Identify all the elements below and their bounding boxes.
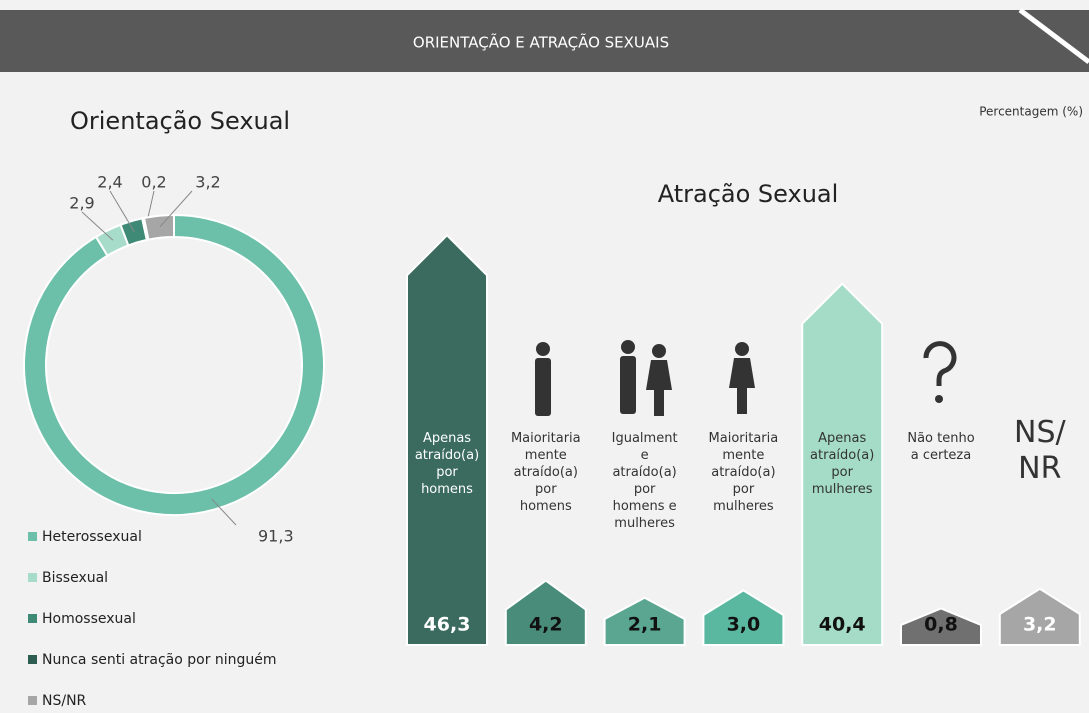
pie-title: Orientação Sexual [70,107,290,135]
arrow-bar [702,589,785,646]
arrow-bar [603,596,686,646]
unit-note: Percentagem (%) [979,105,1083,119]
category-label: Maioritariamente atraído(a) por homens [510,431,581,514]
data-label: 0,2 [141,173,166,192]
value-label: 3,0 [727,614,761,636]
value-label: 3,2 [1023,614,1057,636]
legend-label: NS/NR [42,693,87,709]
legend-label: Heterossexual [42,529,142,545]
category-label: Igualmente atraído(a) por homens e mulhe… [611,431,678,531]
arrow-bar [900,607,982,646]
value-label: 0,8 [924,614,958,636]
legend-label: Homossexual [42,611,136,627]
legend-swatch [28,573,37,582]
data-label: 2,4 [97,173,122,192]
bar-title: Atração Sexual [658,180,839,208]
legend-label: Nunca senti atração por ninguém [42,652,277,668]
donut-slice [23,213,325,516]
header-bar [0,10,1089,72]
legend-swatch [28,614,37,623]
category-label: NS/NR [1014,415,1066,486]
value-label: 40,4 [819,614,866,636]
leader-line [81,211,114,241]
leader-line [159,190,193,228]
data-label: 91,3 [258,527,294,546]
icon-couple [620,340,672,416]
category-label: Apenas atraído(a) por homens [414,431,480,497]
data-label: 3,2 [195,173,220,192]
donut-slice [142,213,175,241]
value-label: 2,1 [628,614,662,636]
legend-label: Bissexual [42,570,108,586]
icon-man [535,342,551,416]
value-label: 46,3 [424,614,471,636]
value-label: 4,2 [529,614,563,636]
leader-line [109,190,135,233]
icon-question [923,341,957,403]
legend-swatch [28,655,37,664]
category-label: Não tenho a certeza [907,431,975,463]
header-title: ORIENTAÇÃO E ATRAÇÃO SEXUAIS [413,33,669,52]
arrow-bar [406,233,488,646]
arrow-bar [998,587,1081,646]
legend-swatch [28,532,37,541]
arrow-bar [801,282,884,646]
data-label: 2,9 [69,194,94,213]
header-decoration [1018,8,1089,64]
category-label: Maioritariamente atraído(a) por mulheres [708,431,779,514]
arrow-bar [504,579,587,646]
icon-woman [729,342,755,414]
legend-swatch [28,696,37,705]
leader-line [211,498,237,526]
category-label: Apenas atraído(a) por mulheres [810,431,875,497]
